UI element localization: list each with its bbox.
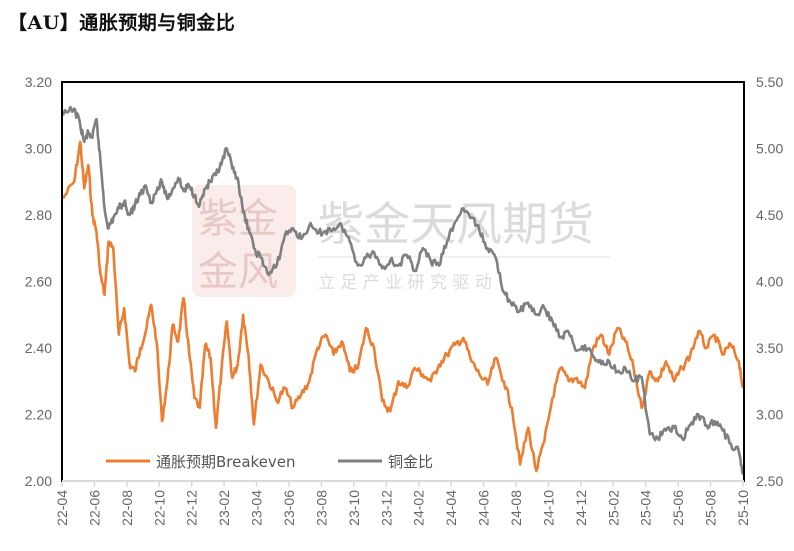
y-left-tick-label: 2.60 [25,274,52,290]
legend-label-copper-gold: 铜金比 [388,453,433,471]
x-tick-label: 22-08 [119,490,135,526]
x-tick-label: 23-02 [216,490,232,526]
seal-text-top: 紫金 [198,196,278,242]
x-tick-label: 25-08 [703,490,719,526]
y-right-tick-label: 4.50 [756,207,783,223]
y-right-tick-label: 2.50 [756,473,783,489]
x-tick-label: 22-06 [86,490,102,526]
x-tick-label: 24-06 [476,490,492,526]
x-tick-label: 24-04 [443,490,459,526]
x-tick-label: 22-04 [54,490,70,526]
y-right-tick-label: 4.00 [756,274,783,290]
legend: 通胀预期Breakeven 铜金比 [106,453,433,471]
watermark-slogan: 立 足 产 业 研 究 驱 动 [318,273,492,293]
x-tick-label: 25-02 [605,490,621,526]
y-right-tick-label: 5.00 [756,141,783,157]
x-tick-label: 23-06 [281,490,297,526]
y-left-tick-label: 2.80 [25,207,52,223]
chart-title: 【AU】通胀预期与铜金比 [8,12,236,34]
x-tick-label: 22-12 [184,490,200,526]
y-left-tick-label: 3.00 [25,141,52,157]
watermark-company: 紫金天风期货 [318,197,594,251]
y-left-tick-label: 2.00 [25,473,52,489]
watermark: 紫金 金风 紫金天风期货 立 足 产 业 研 究 驱 动 [192,185,610,297]
y-right-tick-label: 5.50 [756,74,783,90]
x-tick-label: 23-04 [249,490,265,526]
seal-stamp [192,185,296,297]
x-tick-label: 24-12 [573,490,589,526]
y-right-tick-label: 3.50 [756,340,783,356]
y-left-tick-label: 2.40 [25,340,52,356]
y-right-tick-label: 3.00 [756,407,783,423]
y-left-tick-label: 2.20 [25,407,52,423]
x-tick-label: 23-12 [378,490,394,526]
legend-label-breakeven: 通胀预期Breakeven [156,453,296,471]
x-tick-label: 25-04 [638,490,654,526]
series-group [61,105,745,475]
y-left-tick-label: 3.20 [25,74,52,90]
x-tick-label: 25-06 [670,490,686,526]
axes: 2.00 2.20 2.40 2.60 2.80 3.00 3.20 2.50 3.00 3.50… [25,74,784,526]
x-tick-label: 23-10 [346,490,362,526]
x-tick-label: 24-02 [411,490,427,526]
x-tick-label: 22-10 [151,490,167,526]
x-tick-label: 25-10 [735,490,751,526]
copper-gold-ratio-line [61,105,745,475]
x-tick-label: 24-10 [540,490,556,526]
breakeven-line [61,140,745,473]
x-tick-label: 23-08 [313,490,329,526]
x-tick-label: 24-08 [508,490,524,526]
seal-text-bottom: 金风 [198,249,278,295]
